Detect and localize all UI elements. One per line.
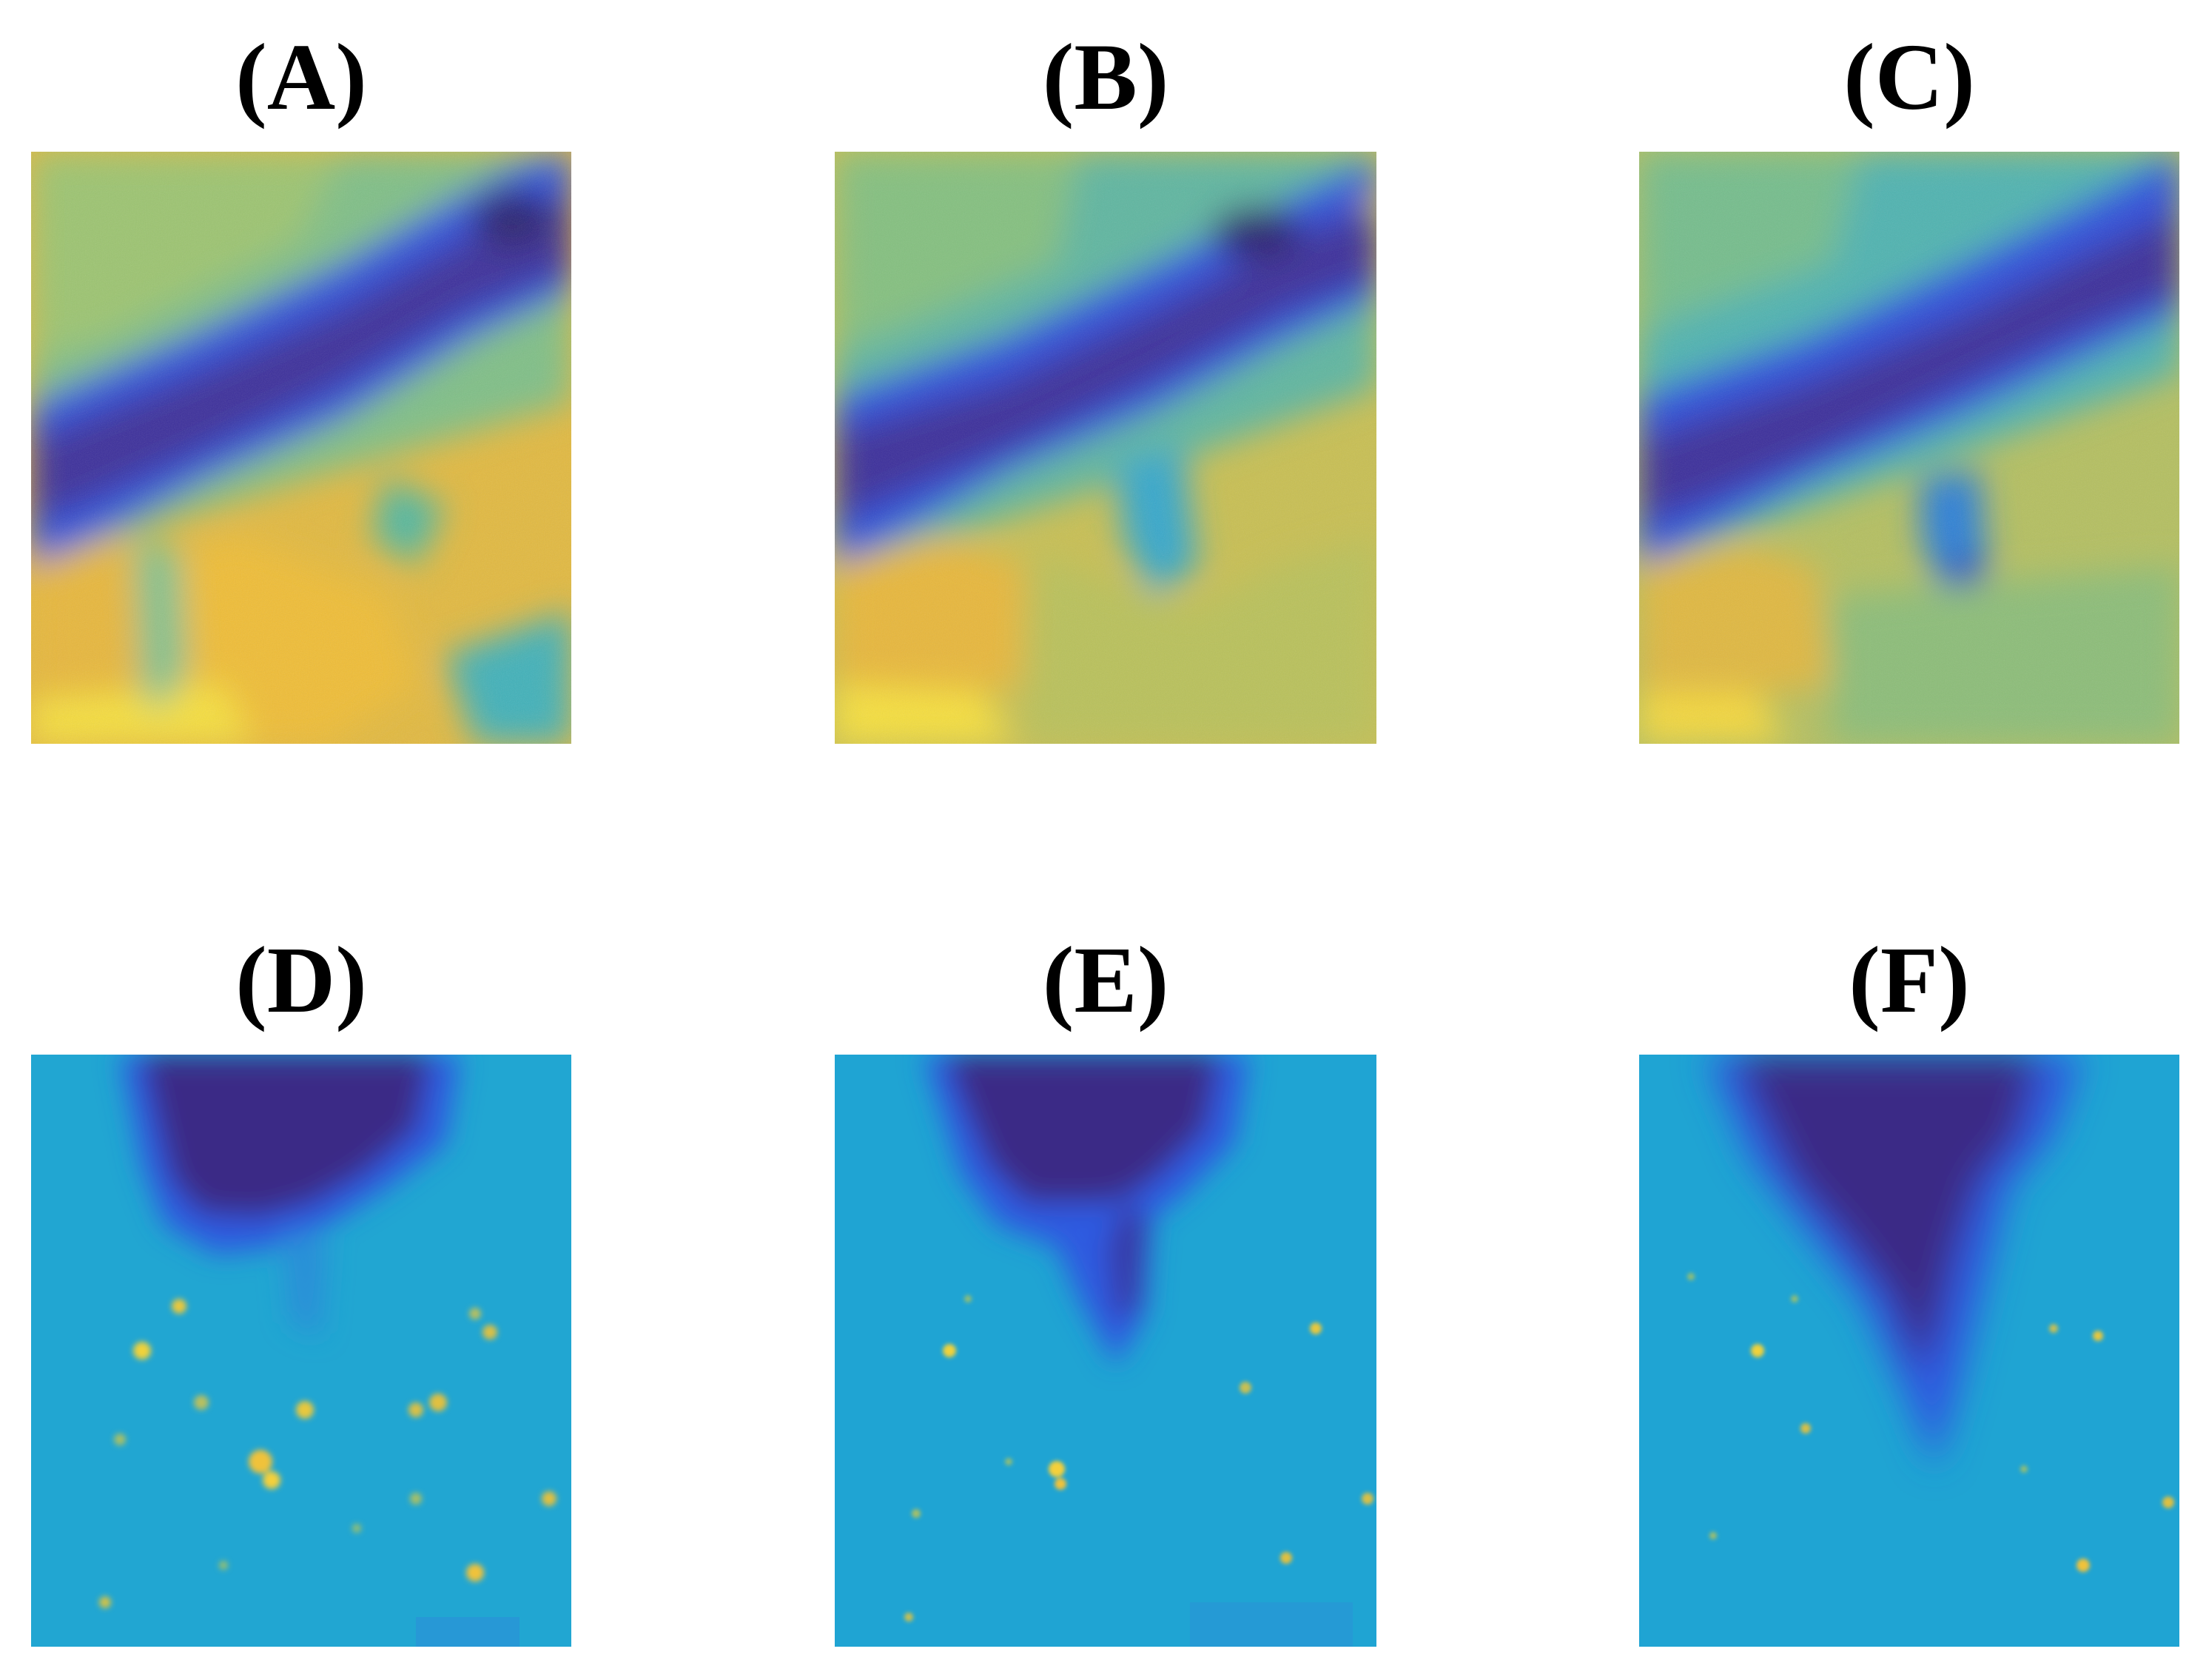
panel-a-image (31, 152, 571, 744)
panel-e: (E) (835, 925, 1376, 1647)
panel-d-label: (D) (235, 927, 367, 1032)
panel-d-image (31, 1055, 571, 1647)
panel-c-label: (C) (1843, 24, 1975, 130)
panel-a: (A) (31, 22, 571, 744)
panel-c-image (1639, 152, 2179, 744)
panel-f-image (1639, 1055, 2179, 1647)
panel-d: (D) (31, 925, 571, 1647)
panel-f-label: (F) (1849, 927, 1970, 1032)
panel-e-image (835, 1055, 1376, 1647)
panel-f: (F) (1639, 925, 2179, 1647)
panel-b-image (835, 152, 1376, 744)
panel-b-label: (B) (1042, 24, 1169, 130)
panel-b: (B) (835, 22, 1376, 744)
panel-a-label: (A) (235, 24, 367, 130)
panel-c: (C) (1639, 22, 2179, 744)
panel-e-label: (E) (1042, 927, 1169, 1032)
